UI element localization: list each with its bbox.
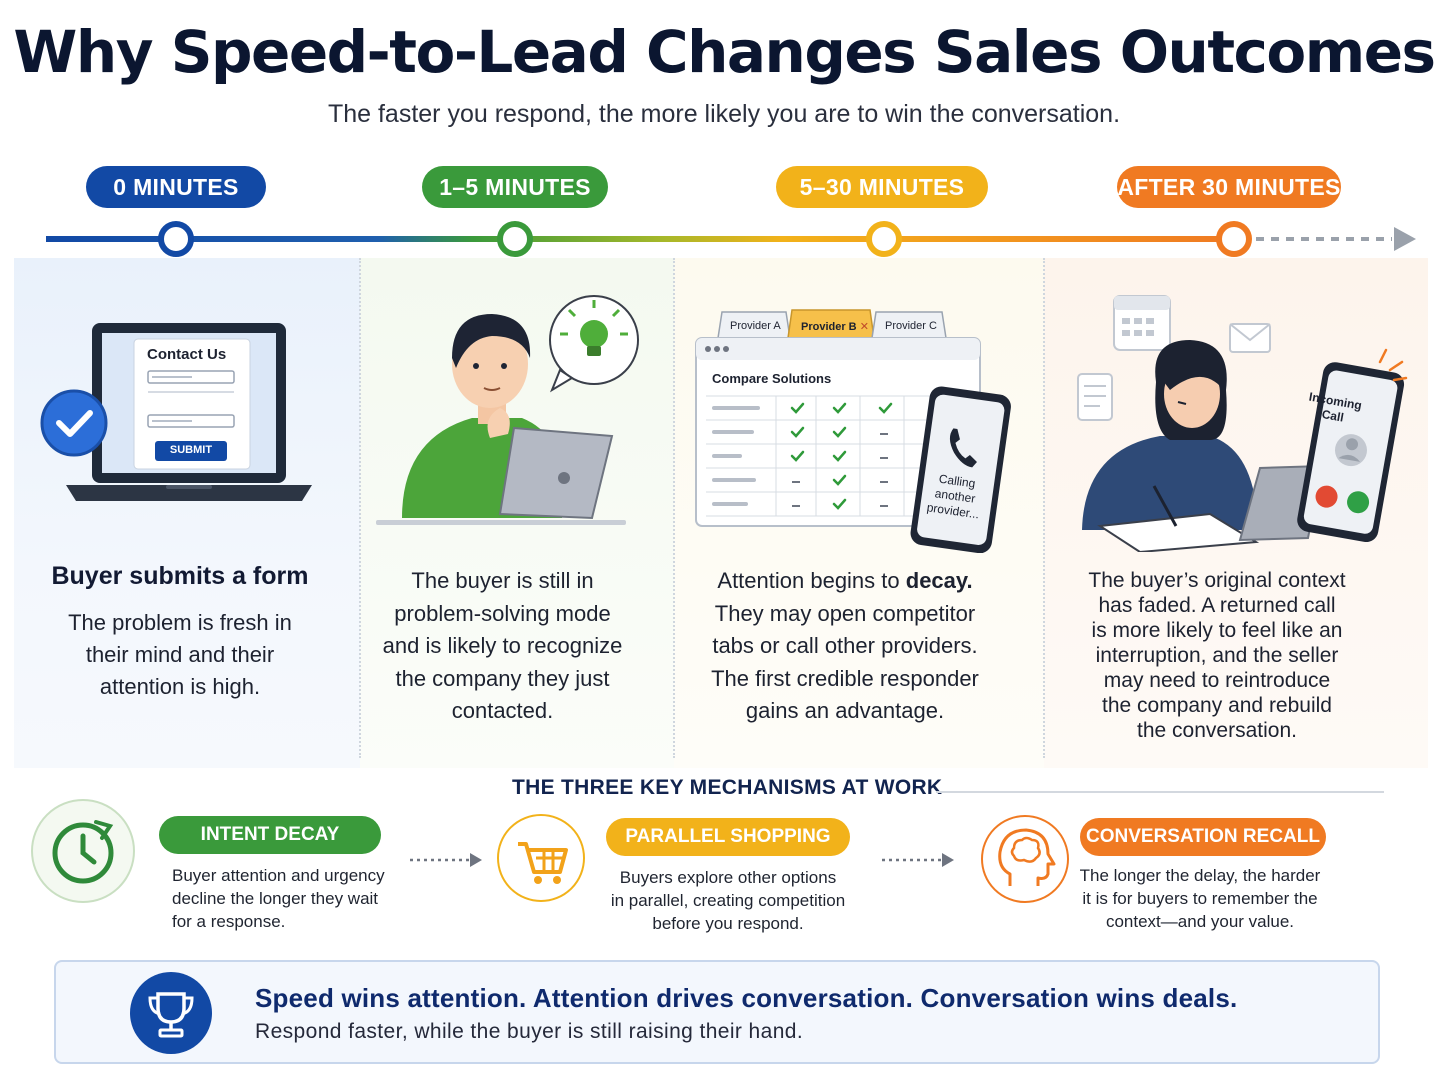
browser-tab-provider-b: Provider B ✕ xyxy=(801,320,869,333)
description-line: contacted. xyxy=(451,698,554,723)
description-line: the company they just xyxy=(395,665,610,691)
description-line: may need to reintroduce xyxy=(1103,669,1331,692)
description-line: the conversation. xyxy=(1137,719,1297,742)
thinking-buyer-illustration xyxy=(376,295,639,525)
description-line: the company and rebuild xyxy=(1102,694,1332,717)
arrow-right-icon xyxy=(882,853,954,867)
mechanism-intent-decay: INTENT DECAY xyxy=(159,816,381,854)
timeline xyxy=(46,221,1416,257)
mechanism-line: it is for buyers to remember the xyxy=(1082,889,1318,908)
form-title: Contact Us xyxy=(147,346,227,363)
mechanism-parallel-shopping: PARALLEL SHOPPING xyxy=(606,818,850,856)
description-text: Attention begins to xyxy=(717,568,906,593)
stage-divider xyxy=(359,258,361,758)
description-line: their mind and their xyxy=(85,642,275,667)
stage-0-heading: Buyer submits a form xyxy=(51,562,309,590)
arrow-right-icon xyxy=(410,853,482,867)
timeline-node-1 xyxy=(497,221,533,257)
incoming-call-illustration xyxy=(1077,295,1408,552)
mechanism-line: before you respond. xyxy=(652,914,804,933)
mechanism-conversation-recall-text: The longer the delay, the harder it is f… xyxy=(1072,864,1328,933)
mechanism-conversation-recall: CONVERSATION RECALL xyxy=(1080,818,1326,856)
summary-subline: Respond faster, while the buyer is still… xyxy=(255,1020,804,1043)
summary-headline: Speed wins attention. Attention drives c… xyxy=(255,983,1238,1013)
description-line: The problem is fresh in xyxy=(68,610,292,635)
laptop-form-illustration xyxy=(40,323,312,501)
mechanism-line: for a response. xyxy=(172,912,286,931)
phone-calling-text: Calling another provider... xyxy=(917,469,993,523)
timeline-node-3 xyxy=(1216,221,1252,257)
stage-divider xyxy=(673,258,675,758)
description-line: gains an advantage. xyxy=(745,698,945,723)
mechanisms-rule xyxy=(936,791,1384,793)
mechanisms-heading: THE THREE KEY MECHANISMS AT WORK xyxy=(512,776,943,799)
mechanism-line: decline the longer they wait xyxy=(172,889,379,908)
description-line: and is likely to recognize xyxy=(382,633,623,658)
description-line: tabs or call other providers. xyxy=(712,633,978,658)
compare-solutions-illustration xyxy=(695,309,1011,553)
cart-icon xyxy=(497,814,585,902)
description-line: has faded. A returned call xyxy=(1098,594,1336,617)
clock-icon xyxy=(31,799,135,903)
description-line: The buyer’s original context xyxy=(1088,569,1346,592)
description-line: They may open competitor xyxy=(714,600,976,626)
stage-0-description: The problem is fresh in their mind and t… xyxy=(30,607,330,703)
description-line: Attention begins to decay. xyxy=(700,565,990,598)
mechanism-parallel-shopping-text: Buyers explore other options in parallel… xyxy=(600,866,856,935)
stage-label-1-5-minutes: 1–5 MINUTES xyxy=(422,166,608,208)
description-line: interruption, and the seller xyxy=(1095,644,1339,667)
stage-label-after-30-minutes: AFTER 30 MINUTES xyxy=(1117,166,1341,208)
mechanism-line: context—and your value. xyxy=(1105,912,1295,931)
stage-divider xyxy=(1043,258,1045,758)
stage-2-description: Attention begins to decay. They may open… xyxy=(700,565,990,728)
browser-tab-provider-c: Provider C xyxy=(885,320,937,332)
mechanism-line: Buyers explore other options xyxy=(619,868,837,887)
stage-3-description: The buyer’s original context has faded. … xyxy=(1062,568,1372,743)
trophy-icon xyxy=(130,972,212,1054)
summary-callout xyxy=(54,960,1380,1064)
description-line: is more likely to feel like an xyxy=(1091,619,1343,642)
mechanism-line: Buyer attention and urgency xyxy=(172,866,385,885)
mechanism-line: The longer the delay, the harder xyxy=(1079,866,1321,885)
brain-icon xyxy=(981,815,1069,903)
timeline-node-2 xyxy=(866,221,902,257)
stage-label-0-minutes: 0 MINUTES xyxy=(86,166,266,208)
mechanism-intent-decay-text: Buyer attention and urgency decline the … xyxy=(172,864,402,933)
browser-tab-label: Provider B xyxy=(801,321,857,333)
form-submit-button: SUBMIT xyxy=(169,444,213,456)
description-line: problem-solving mode xyxy=(394,600,611,626)
description-emphasis: decay. xyxy=(905,568,973,593)
stage-label-5-30-minutes: 5–30 MINUTES xyxy=(776,166,988,208)
mechanism-line: in parallel, creating competition xyxy=(610,891,846,910)
description-line: The buyer is still in xyxy=(411,568,594,593)
description-line: The first credible responder xyxy=(711,665,979,691)
timeline-node-0 xyxy=(158,221,194,257)
description-line: attention is high. xyxy=(99,674,261,699)
browser-tab-provider-a: Provider A xyxy=(730,320,781,332)
close-icon: ✕ xyxy=(859,321,869,333)
stage-1-description: The buyer is still in problem-solving mo… xyxy=(370,565,635,728)
page-title: Why Speed-to-Lead Changes Sales Outcomes xyxy=(13,18,1436,86)
browser-page-title: Compare Solutions xyxy=(712,371,832,386)
page-subtitle: The faster you respond, the more likely … xyxy=(327,100,1121,128)
